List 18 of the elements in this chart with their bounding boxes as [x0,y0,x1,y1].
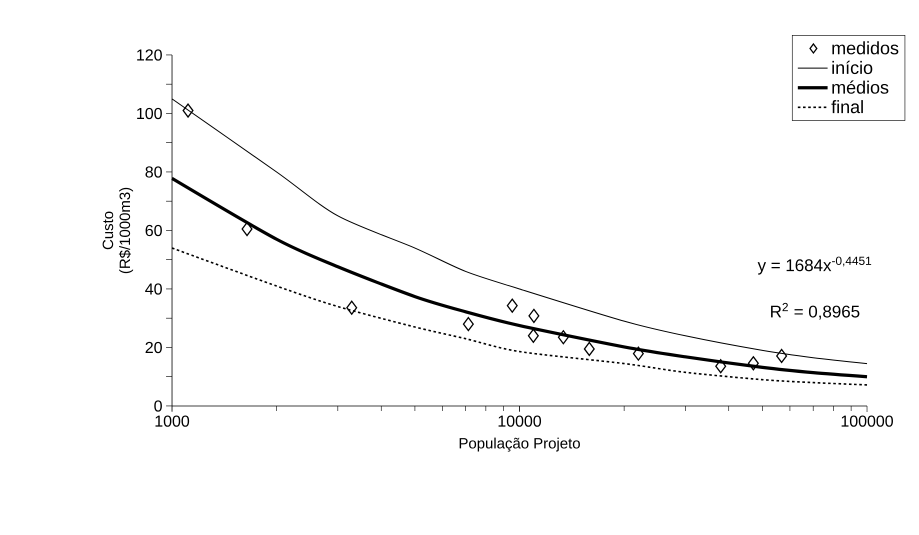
annotation: y = 1684x$^{-0,4451}$ [758,256,872,275]
y-tick-label: 0 [154,400,162,412]
legend-label: médios [832,80,888,94]
y-tick-label: 120 [137,49,162,61]
x-tick-label: 10000 [498,415,542,427]
y-axis-title: Custo (R$/1000m3) [102,188,134,274]
x-tick-label: 1000 [156,415,190,427]
annotation: R$^{2}$ = 0,8965 [771,302,860,320]
x-tick-label: 100000 [842,415,893,427]
y-tick-label: 80 [145,166,162,178]
legend-label: início [832,60,872,74]
y-tick-label: 60 [146,224,162,236]
y-tick-label: 40 [145,283,162,295]
y-tick-label: 100 [137,108,162,120]
x-axis-title: População Projeto [460,438,580,452]
legend-label: final [831,100,863,114]
legend-label: medidos [832,41,898,54]
y-tick-label: 20 [146,342,162,354]
